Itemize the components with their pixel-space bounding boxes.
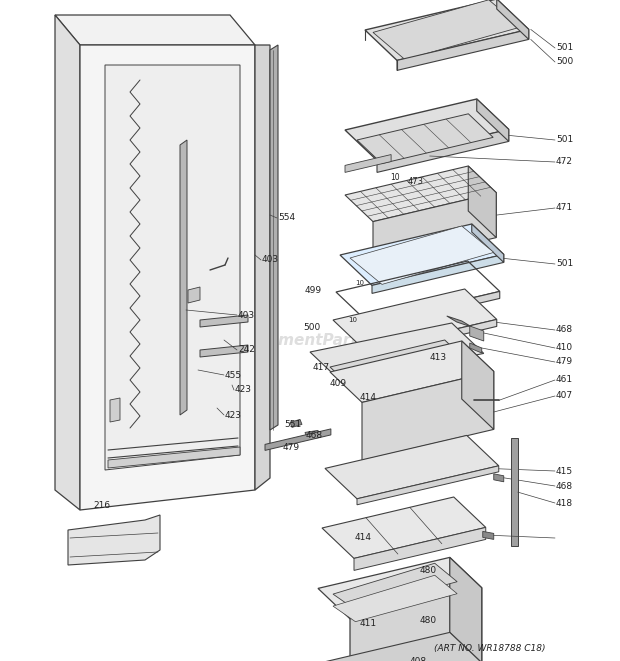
Polygon shape	[255, 45, 270, 490]
Text: 479: 479	[283, 443, 300, 452]
Polygon shape	[470, 343, 482, 353]
Text: 500: 500	[303, 323, 321, 332]
Text: 414: 414	[360, 393, 377, 401]
Text: 423: 423	[225, 410, 242, 420]
Polygon shape	[362, 371, 494, 461]
Polygon shape	[340, 224, 503, 286]
Polygon shape	[333, 289, 497, 350]
Text: 499: 499	[305, 286, 322, 295]
Text: 10: 10	[390, 173, 400, 182]
Text: 423: 423	[235, 385, 252, 395]
Polygon shape	[318, 633, 482, 661]
Polygon shape	[477, 99, 509, 141]
Polygon shape	[290, 419, 302, 428]
Text: 409: 409	[330, 379, 347, 389]
Polygon shape	[110, 398, 120, 422]
Text: 468: 468	[556, 482, 573, 491]
Text: 480: 480	[420, 566, 437, 575]
Polygon shape	[472, 224, 503, 262]
Polygon shape	[354, 527, 485, 570]
Polygon shape	[345, 155, 391, 173]
Polygon shape	[494, 474, 503, 482]
Polygon shape	[372, 254, 503, 293]
Polygon shape	[68, 515, 160, 565]
Text: (ART NO. WR18788 C18): (ART NO. WR18788 C18)	[434, 644, 546, 652]
Text: 10: 10	[355, 280, 364, 286]
Text: 472: 472	[556, 157, 573, 167]
Polygon shape	[325, 436, 498, 499]
Polygon shape	[377, 130, 509, 173]
Polygon shape	[180, 140, 187, 415]
Polygon shape	[357, 466, 498, 505]
Text: 417: 417	[313, 362, 330, 371]
Polygon shape	[333, 575, 457, 622]
Polygon shape	[200, 345, 248, 357]
Polygon shape	[468, 166, 496, 237]
Text: 410: 410	[556, 344, 573, 352]
Text: 216: 216	[93, 500, 110, 510]
Polygon shape	[318, 557, 482, 619]
Text: 403: 403	[262, 256, 279, 264]
Polygon shape	[345, 166, 496, 221]
Text: 480: 480	[420, 617, 437, 625]
Text: 407: 407	[556, 391, 573, 401]
Polygon shape	[270, 45, 278, 430]
Text: 551: 551	[284, 420, 301, 429]
Polygon shape	[105, 65, 240, 470]
Text: ReplacementParts.com: ReplacementParts.com	[211, 332, 409, 348]
Polygon shape	[373, 192, 496, 266]
Polygon shape	[447, 316, 472, 327]
Text: 10: 10	[348, 317, 357, 323]
Text: 471: 471	[556, 204, 573, 212]
Text: 473: 473	[408, 178, 424, 186]
Polygon shape	[350, 226, 494, 284]
Text: 500: 500	[556, 58, 574, 67]
Polygon shape	[55, 15, 80, 510]
Polygon shape	[350, 588, 482, 661]
Polygon shape	[365, 0, 529, 60]
Polygon shape	[373, 0, 521, 59]
Polygon shape	[470, 326, 484, 341]
Polygon shape	[330, 341, 494, 403]
Polygon shape	[511, 438, 518, 546]
Polygon shape	[80, 45, 255, 510]
Polygon shape	[330, 340, 471, 391]
Polygon shape	[368, 292, 500, 329]
Polygon shape	[365, 319, 497, 358]
Text: 501: 501	[556, 136, 574, 145]
Polygon shape	[450, 557, 482, 661]
Polygon shape	[310, 323, 484, 383]
Polygon shape	[333, 563, 457, 609]
Text: 418: 418	[556, 499, 573, 508]
Text: 468: 468	[306, 431, 323, 440]
Text: 413: 413	[430, 352, 447, 362]
Polygon shape	[397, 29, 529, 71]
Polygon shape	[265, 429, 331, 450]
Text: 501: 501	[556, 44, 574, 52]
Polygon shape	[55, 15, 255, 45]
Polygon shape	[497, 0, 529, 40]
Text: 411: 411	[360, 619, 377, 628]
Polygon shape	[357, 114, 493, 163]
Polygon shape	[200, 315, 248, 327]
Text: 554: 554	[278, 214, 295, 223]
Polygon shape	[305, 430, 320, 440]
Text: 408: 408	[410, 657, 427, 661]
Text: 403: 403	[238, 311, 255, 319]
Text: 501: 501	[556, 260, 574, 268]
Polygon shape	[322, 497, 485, 559]
Polygon shape	[483, 531, 494, 539]
Text: 461: 461	[556, 375, 573, 385]
Text: 479: 479	[556, 358, 573, 366]
Polygon shape	[345, 99, 509, 161]
Polygon shape	[188, 287, 200, 303]
Polygon shape	[462, 341, 494, 430]
Text: 242: 242	[238, 346, 255, 354]
Text: 415: 415	[556, 467, 573, 476]
Text: 414: 414	[355, 533, 372, 543]
Polygon shape	[108, 447, 240, 468]
Text: 468: 468	[556, 325, 573, 334]
Text: 455: 455	[225, 371, 242, 379]
